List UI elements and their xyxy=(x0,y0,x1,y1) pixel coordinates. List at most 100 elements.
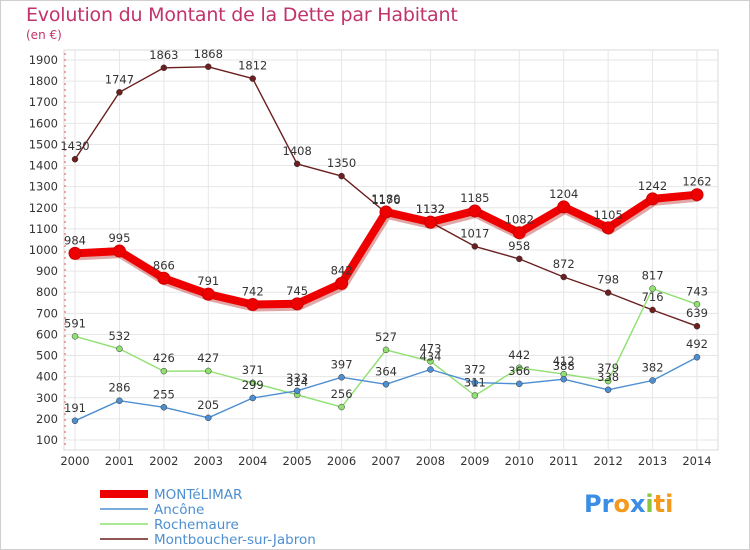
data-label: 798 xyxy=(597,273,619,287)
data-label: 872 xyxy=(553,257,575,271)
data-point xyxy=(471,392,479,399)
logo-part: Pr xyxy=(584,490,614,518)
data-point xyxy=(201,287,215,301)
data-point xyxy=(116,89,123,96)
data-point xyxy=(471,379,479,386)
data-label: 1185 xyxy=(460,191,489,205)
data-point xyxy=(116,397,123,404)
y-tick-label: 100 xyxy=(36,433,58,447)
y-tick-label: 800 xyxy=(36,285,58,299)
data-point xyxy=(338,374,345,381)
data-point xyxy=(68,246,82,260)
data-point xyxy=(693,301,701,308)
y-tick-label: 1300 xyxy=(29,180,58,194)
data-point xyxy=(205,414,212,422)
data-point xyxy=(690,188,704,202)
data-label: 434 xyxy=(419,349,441,363)
data-label: 338 xyxy=(597,370,619,384)
data-label: 1180 xyxy=(371,192,400,206)
data-label: 397 xyxy=(331,357,353,371)
y-tick-label: 1200 xyxy=(29,201,58,215)
x-tick-label: 2007 xyxy=(371,454,400,468)
data-point xyxy=(116,345,123,353)
data-label: 1350 xyxy=(327,156,356,170)
data-point xyxy=(335,276,349,290)
y-tick-label: 1700 xyxy=(29,95,58,109)
data-point xyxy=(249,394,256,402)
data-point xyxy=(71,155,79,163)
data-label: 716 xyxy=(642,290,664,304)
data-label: 1868 xyxy=(194,47,223,61)
data-label: 743 xyxy=(686,284,708,298)
data-label: 371 xyxy=(242,363,264,377)
data-label: 256 xyxy=(331,387,353,401)
data-label: 532 xyxy=(108,329,130,343)
x-tick-label: 2014 xyxy=(682,454,711,468)
data-label: 817 xyxy=(642,269,664,283)
data-point xyxy=(604,377,612,385)
data-label: 191 xyxy=(64,401,86,415)
logo-part: o xyxy=(613,490,630,518)
x-tick-label: 2002 xyxy=(149,454,178,468)
data-point xyxy=(249,379,256,387)
data-point xyxy=(557,200,571,214)
data-label: 364 xyxy=(375,364,397,378)
data-point xyxy=(249,75,256,82)
x-tick-label: 2004 xyxy=(238,454,267,468)
data-label: 1747 xyxy=(105,72,134,86)
legend-label: Montboucher-sur-Jabron xyxy=(154,532,316,548)
data-label: 1408 xyxy=(283,144,312,158)
x-tick-label: 2005 xyxy=(283,454,312,468)
data-point xyxy=(290,297,304,311)
x-tick-label: 2013 xyxy=(638,454,667,468)
data-point xyxy=(649,285,656,292)
y-tick-label: 1900 xyxy=(29,53,58,67)
x-tick-label: 2006 xyxy=(327,454,356,468)
data-label: 527 xyxy=(375,330,397,344)
y-tick-label: 300 xyxy=(36,391,58,405)
data-point xyxy=(160,367,168,375)
data-point xyxy=(560,273,567,281)
chart-unit: (en €) xyxy=(26,28,62,42)
proxiti-logo: Proxiti xyxy=(584,490,673,518)
data-point xyxy=(112,244,126,258)
logo-part: i xyxy=(645,490,654,518)
data-label: 1082 xyxy=(505,213,534,227)
data-label: 1204 xyxy=(549,187,578,201)
data-point xyxy=(379,205,393,219)
data-label: 1176 xyxy=(371,193,400,207)
x-tick-label: 2000 xyxy=(60,454,89,468)
data-label: 842 xyxy=(331,263,353,277)
data-label: 427 xyxy=(197,351,219,365)
data-label: 388 xyxy=(553,359,575,373)
data-label: 255 xyxy=(153,387,175,401)
data-label: 473 xyxy=(419,341,441,355)
data-point xyxy=(338,172,345,180)
y-tick-label: 1400 xyxy=(29,159,58,173)
data-point xyxy=(693,353,701,361)
data-point xyxy=(512,226,526,240)
data-label: 866 xyxy=(153,258,175,272)
data-point xyxy=(382,381,390,388)
data-point xyxy=(516,380,523,388)
x-tick-label: 2009 xyxy=(460,454,489,468)
chart-title: Evolution du Montant de la Dette par Hab… xyxy=(26,4,458,26)
data-label: 1863 xyxy=(149,48,178,62)
x-tick-label: 2011 xyxy=(549,454,578,468)
data-label: 1430 xyxy=(60,139,89,153)
logo-part: ti xyxy=(653,490,674,518)
data-point xyxy=(338,403,345,411)
data-point xyxy=(516,255,523,263)
data-label: 1812 xyxy=(238,59,267,73)
data-label: 984 xyxy=(64,233,86,247)
data-label: 1132 xyxy=(416,202,445,216)
logo-part: x xyxy=(629,490,646,518)
data-label: 366 xyxy=(508,364,530,378)
data-label: 333 xyxy=(286,371,308,385)
data-label: 1262 xyxy=(682,175,711,189)
data-point xyxy=(427,366,434,373)
y-tick-label: 1000 xyxy=(29,243,58,257)
data-point xyxy=(246,297,260,311)
legend-label: Rochemaure xyxy=(154,517,239,533)
data-point xyxy=(560,375,567,383)
